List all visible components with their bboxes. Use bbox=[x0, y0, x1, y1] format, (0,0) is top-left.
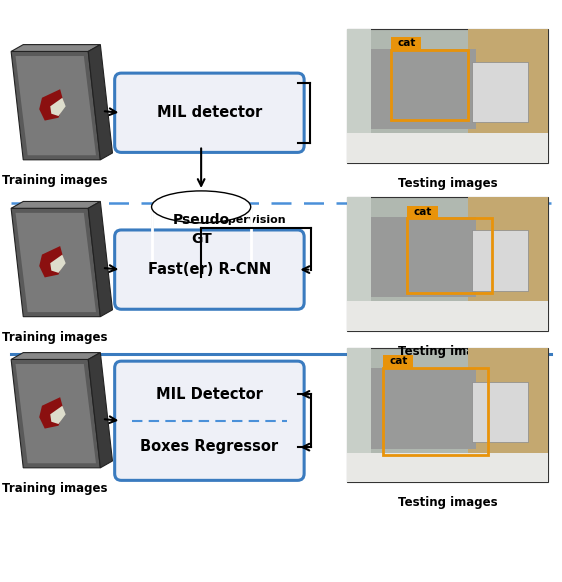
Bar bbox=[347, 453, 548, 482]
Polygon shape bbox=[39, 397, 64, 428]
Polygon shape bbox=[11, 360, 101, 468]
Bar bbox=[347, 301, 548, 331]
Text: Testing images: Testing images bbox=[398, 345, 497, 358]
Polygon shape bbox=[16, 56, 96, 155]
Polygon shape bbox=[50, 406, 66, 424]
Polygon shape bbox=[11, 51, 101, 160]
Text: cat: cat bbox=[413, 207, 432, 217]
Bar bbox=[468, 29, 548, 163]
Text: Pseudo
GT: Pseudo GT bbox=[173, 213, 230, 246]
Polygon shape bbox=[39, 89, 64, 120]
Polygon shape bbox=[88, 353, 112, 468]
Bar bbox=[371, 49, 476, 129]
FancyBboxPatch shape bbox=[115, 361, 304, 480]
Text: Training images: Training images bbox=[2, 482, 108, 495]
Bar bbox=[472, 382, 528, 442]
Bar bbox=[468, 348, 548, 482]
Bar bbox=[391, 37, 422, 51]
Text: Fast(er) R-CNN: Fast(er) R-CNN bbox=[148, 262, 271, 277]
Text: MIL detector: MIL detector bbox=[157, 105, 262, 120]
Bar bbox=[371, 217, 476, 297]
Polygon shape bbox=[88, 201, 112, 317]
Text: Boxes Regressor: Boxes Regressor bbox=[140, 439, 278, 454]
Bar bbox=[347, 348, 548, 482]
Ellipse shape bbox=[152, 245, 251, 277]
Polygon shape bbox=[11, 201, 101, 208]
Text: Testing images: Testing images bbox=[398, 496, 497, 509]
Bar bbox=[347, 348, 371, 482]
Text: cat: cat bbox=[389, 356, 407, 367]
Bar bbox=[472, 230, 528, 291]
Polygon shape bbox=[50, 254, 66, 273]
Bar bbox=[347, 29, 371, 163]
Bar bbox=[472, 62, 528, 122]
Polygon shape bbox=[16, 213, 96, 312]
Polygon shape bbox=[88, 45, 112, 160]
Polygon shape bbox=[11, 45, 101, 51]
Text: Training images: Training images bbox=[2, 174, 108, 187]
Bar bbox=[468, 197, 548, 331]
Text: cat: cat bbox=[397, 38, 415, 48]
Bar bbox=[407, 218, 492, 293]
Polygon shape bbox=[11, 353, 101, 360]
Polygon shape bbox=[50, 98, 66, 116]
Bar bbox=[152, 207, 251, 261]
Bar bbox=[347, 133, 548, 163]
Ellipse shape bbox=[152, 191, 251, 223]
Bar bbox=[383, 355, 414, 369]
Bar bbox=[407, 205, 438, 219]
Bar bbox=[347, 29, 548, 163]
Polygon shape bbox=[11, 208, 101, 317]
Text: Testing images: Testing images bbox=[398, 177, 497, 190]
Text: MIL Detector: MIL Detector bbox=[156, 388, 263, 402]
Bar bbox=[383, 368, 488, 455]
Bar bbox=[347, 197, 371, 331]
Polygon shape bbox=[39, 246, 64, 278]
Text: Supervision: Supervision bbox=[212, 215, 286, 225]
Bar bbox=[347, 197, 548, 331]
Polygon shape bbox=[16, 364, 96, 463]
FancyBboxPatch shape bbox=[115, 73, 304, 152]
Bar bbox=[371, 368, 476, 449]
Text: Training images: Training images bbox=[2, 331, 108, 344]
Bar bbox=[391, 50, 468, 120]
FancyBboxPatch shape bbox=[115, 230, 304, 309]
